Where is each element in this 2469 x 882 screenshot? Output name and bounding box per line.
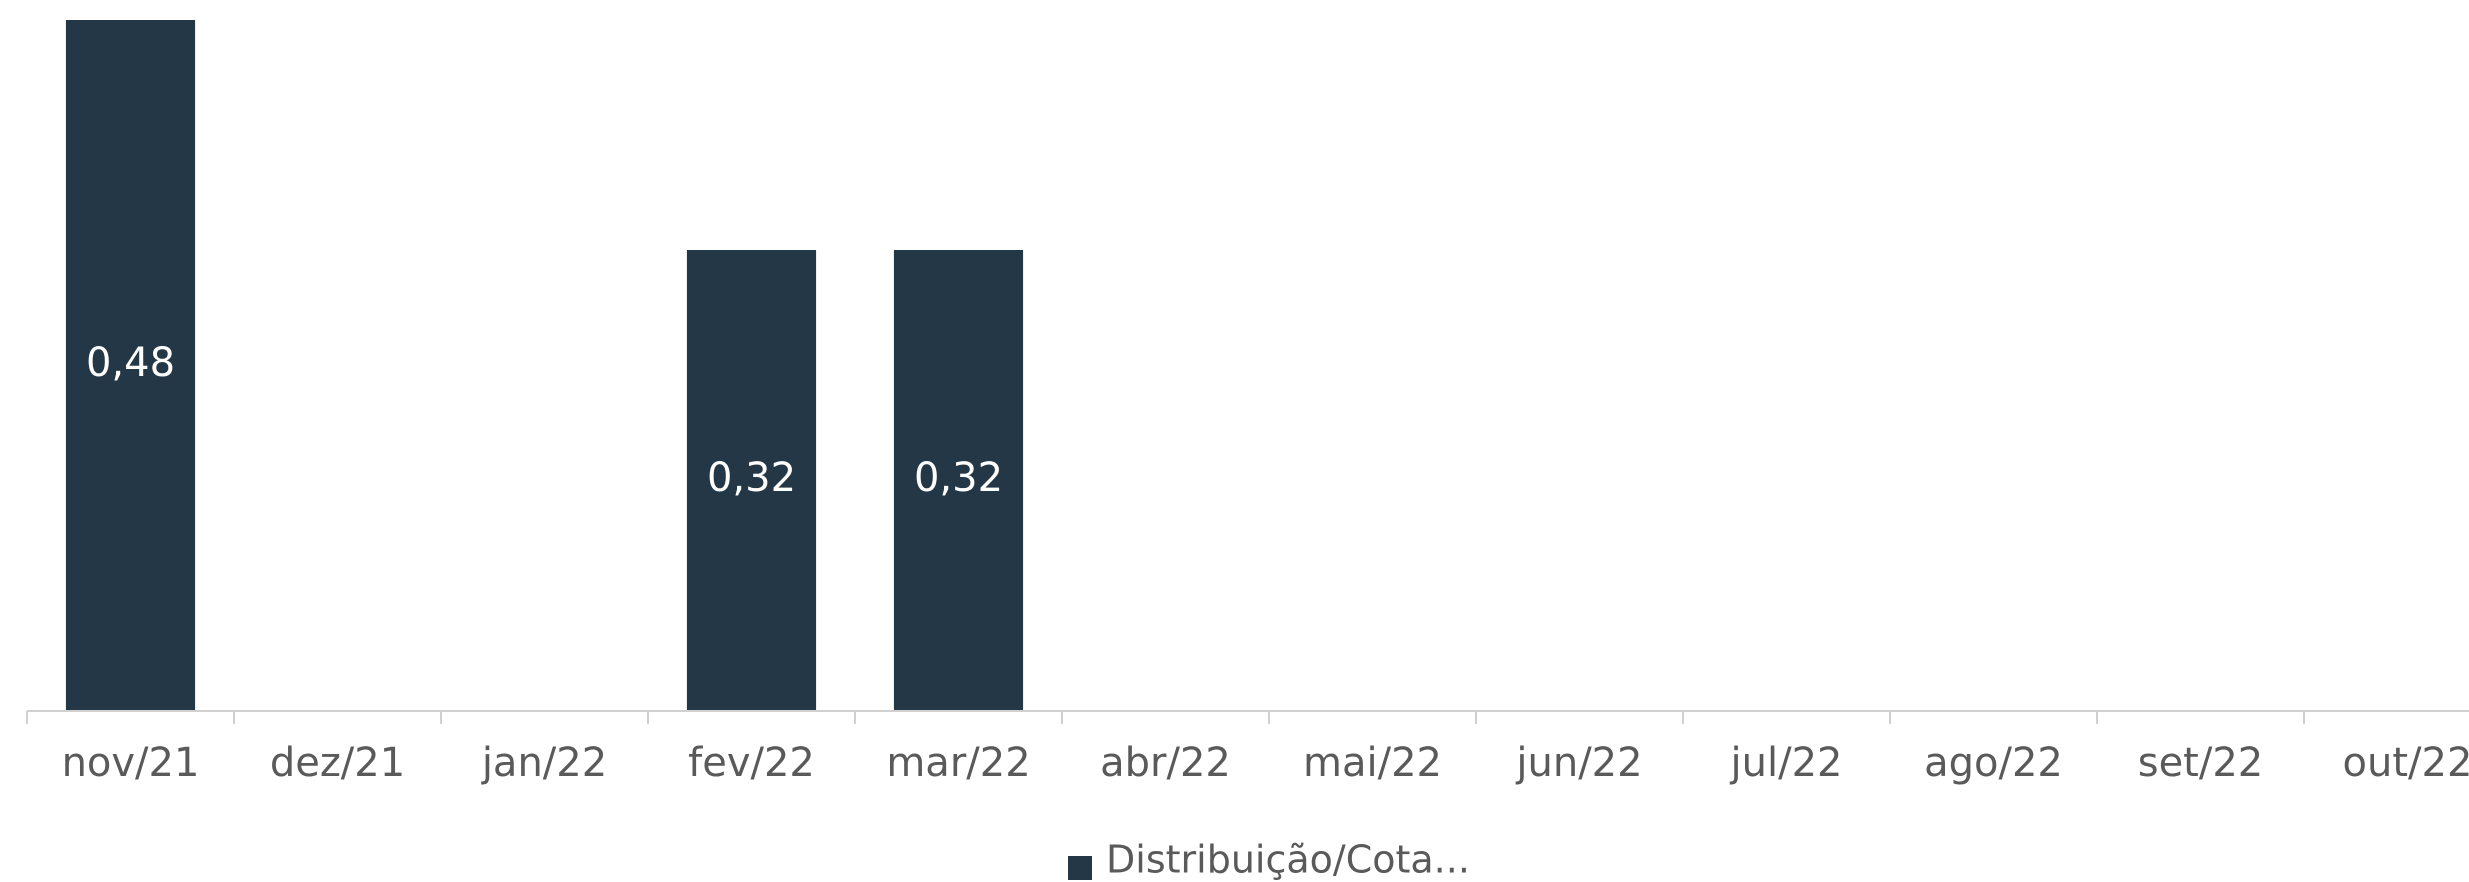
- x-tick-label: dez/21: [270, 740, 405, 786]
- data-label: 0,48: [86, 340, 175, 386]
- x-tick-label: ago/22: [1924, 740, 2063, 786]
- bar: [65, 20, 196, 710]
- x-tick-label: abr/22: [1100, 740, 1231, 786]
- x-tick-label: mai/22: [1303, 740, 1442, 786]
- data-label: 0,32: [707, 455, 796, 501]
- legend-label: Distribuição/Cota...: [1106, 838, 1470, 882]
- x-tick-label: jun/22: [1515, 740, 1642, 786]
- x-tick-label: jan/22: [481, 740, 607, 786]
- x-tick-label: nov/21: [62, 740, 200, 786]
- bar: [686, 250, 817, 710]
- x-tick-label: set/22: [2138, 740, 2264, 786]
- legend-swatch: [1068, 856, 1092, 880]
- x-tick-label: out/22: [2343, 740, 2469, 786]
- bar: [893, 250, 1024, 710]
- x-tick-label: fev/22: [688, 740, 815, 786]
- x-tick-label: mar/22: [886, 740, 1030, 786]
- x-tick-label: jul/22: [1730, 740, 1843, 786]
- data-label: 0,32: [914, 455, 1003, 501]
